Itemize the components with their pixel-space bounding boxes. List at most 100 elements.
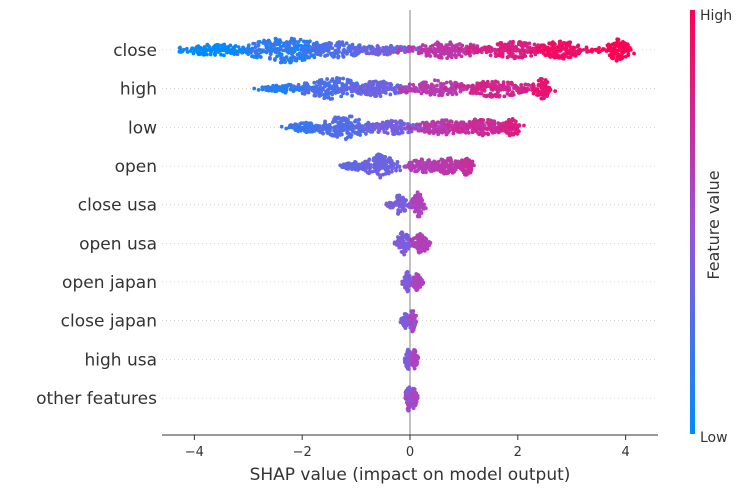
shap-point	[319, 126, 324, 131]
shap-point	[446, 49, 450, 54]
shap-point	[383, 158, 387, 162]
shap-point	[495, 80, 500, 85]
shap-point	[424, 240, 428, 245]
shap-point	[292, 37, 296, 42]
shap-point	[268, 41, 273, 46]
shap-point	[348, 79, 353, 83]
shap-point	[527, 41, 532, 46]
shap-point	[485, 131, 490, 136]
shap-point	[372, 126, 377, 131]
shap-point	[422, 248, 427, 253]
shap-point	[336, 131, 340, 136]
shap-point	[368, 128, 373, 133]
shap-point	[442, 119, 447, 124]
shap-point	[305, 39, 309, 44]
shap-point	[436, 159, 441, 164]
shap-point	[310, 48, 315, 53]
shap-point	[508, 125, 513, 130]
shap-point	[345, 51, 349, 56]
shap-point	[306, 90, 311, 95]
shap-point	[390, 48, 395, 53]
shap-point	[354, 163, 359, 168]
shap-point	[400, 202, 405, 206]
shap-point	[485, 81, 489, 86]
shap-point	[367, 166, 372, 171]
shap-point	[389, 44, 393, 48]
shap-point	[272, 43, 277, 48]
shap-point	[388, 92, 393, 97]
shap-point	[471, 47, 476, 52]
shap-point	[469, 168, 474, 173]
shap-point	[358, 133, 363, 137]
shap-point	[414, 86, 419, 91]
shap-point	[411, 284, 416, 288]
shap-point	[488, 127, 493, 132]
shap-point	[383, 91, 388, 95]
shap-point	[377, 86, 382, 91]
shap-point	[355, 130, 360, 135]
shap-point	[492, 119, 497, 124]
shap-point	[488, 118, 493, 123]
shap-point	[361, 163, 365, 168]
shap-point	[253, 45, 258, 50]
shap-point	[292, 125, 297, 130]
shap-point	[572, 53, 577, 58]
shap-point	[344, 118, 349, 123]
shap-point	[466, 168, 471, 173]
shap-point	[364, 47, 369, 52]
shap-point	[398, 168, 403, 173]
shap-point	[219, 52, 223, 57]
shap-point	[387, 156, 392, 161]
shap-point	[353, 49, 358, 54]
shap-point	[476, 131, 481, 135]
shap-point	[396, 208, 401, 212]
shap-point	[466, 84, 470, 89]
shap-point	[529, 49, 533, 54]
shap-point	[470, 163, 475, 168]
shap-point	[358, 164, 362, 168]
shap-point	[312, 80, 317, 85]
shap-point	[296, 82, 301, 87]
shap-point	[274, 83, 279, 88]
shap-point	[614, 58, 619, 62]
shap-point	[433, 53, 438, 58]
shap-point	[498, 128, 503, 133]
shap-point	[405, 90, 409, 95]
shap-point	[431, 131, 436, 136]
shap-point	[195, 50, 200, 55]
shap-point	[404, 271, 409, 276]
shap-point	[537, 92, 542, 97]
shap-point	[298, 55, 303, 60]
shap-point	[304, 130, 309, 135]
shap-point	[436, 78, 440, 83]
shap-point	[568, 40, 573, 45]
x-tick-label: 0	[406, 445, 414, 460]
shap-point	[420, 163, 424, 168]
shap-point	[512, 123, 517, 127]
shap-point	[556, 44, 561, 49]
shap-point	[539, 83, 543, 88]
shap-point	[377, 167, 382, 172]
shap-point	[312, 93, 317, 98]
shap-point	[482, 93, 487, 98]
feature-dots-open	[338, 152, 476, 180]
shap-point	[287, 42, 292, 47]
shap-point	[459, 129, 464, 134]
shap-point	[287, 82, 291, 87]
shap-point	[446, 42, 451, 47]
shap-point	[617, 45, 622, 50]
shap-point	[378, 94, 383, 99]
shap-point	[399, 230, 404, 235]
shap-point	[482, 88, 487, 93]
shap-point	[418, 192, 423, 197]
shap-point	[291, 84, 296, 89]
shap-point	[516, 55, 521, 60]
shap-point	[463, 169, 468, 174]
x-axis-ticks: −4 −2 0 2 4	[185, 435, 630, 460]
shap-point	[365, 127, 370, 132]
shap-point	[519, 83, 524, 87]
shap-point	[372, 165, 376, 170]
shap-point	[507, 120, 512, 125]
shap-point	[296, 43, 301, 48]
shap-point	[547, 51, 552, 56]
